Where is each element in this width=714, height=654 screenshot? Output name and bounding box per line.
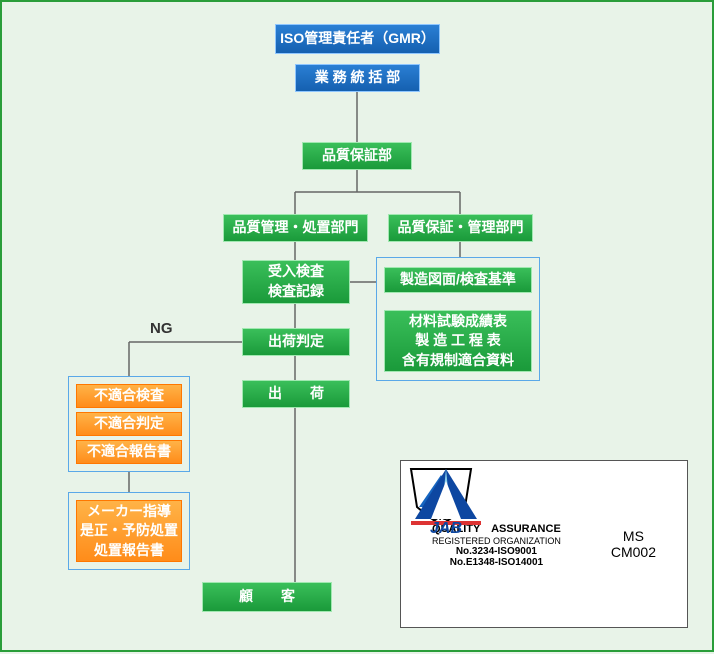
group-box-0 — [376, 257, 540, 381]
node-hinshitsu_hosho: 品質保証部 — [302, 142, 412, 170]
node-kokyaku: 顧 客 — [202, 582, 332, 612]
certification-box: QUALITY ASSURANCE JIC REGISTERED ORGANIZ… — [400, 460, 688, 628]
node-gyomu: 業 務 統 括 部 — [295, 64, 420, 92]
group-box-2 — [68, 492, 190, 570]
ng-label: NG — [150, 320, 173, 337]
node-gmr: ISO管理責任者（GMR） — [275, 24, 440, 54]
node-shukka: 出 荷 — [242, 380, 350, 408]
svg-text:JAB: JAB — [430, 520, 462, 535]
group-box-1 — [68, 376, 190, 472]
node-shukka_hantei: 出荷判定 — [242, 328, 350, 356]
node-hinkan: 品質管理・処置部門 — [223, 214, 368, 242]
jab-logo-icon: JAB — [401, 463, 491, 535]
cert-jab: JAB MS CM002 — [611, 528, 656, 560]
node-ukeire: 受入検査 検査記録 — [242, 260, 350, 304]
node-hinhosho_kanri: 品質保証・管理部門 — [388, 214, 533, 242]
